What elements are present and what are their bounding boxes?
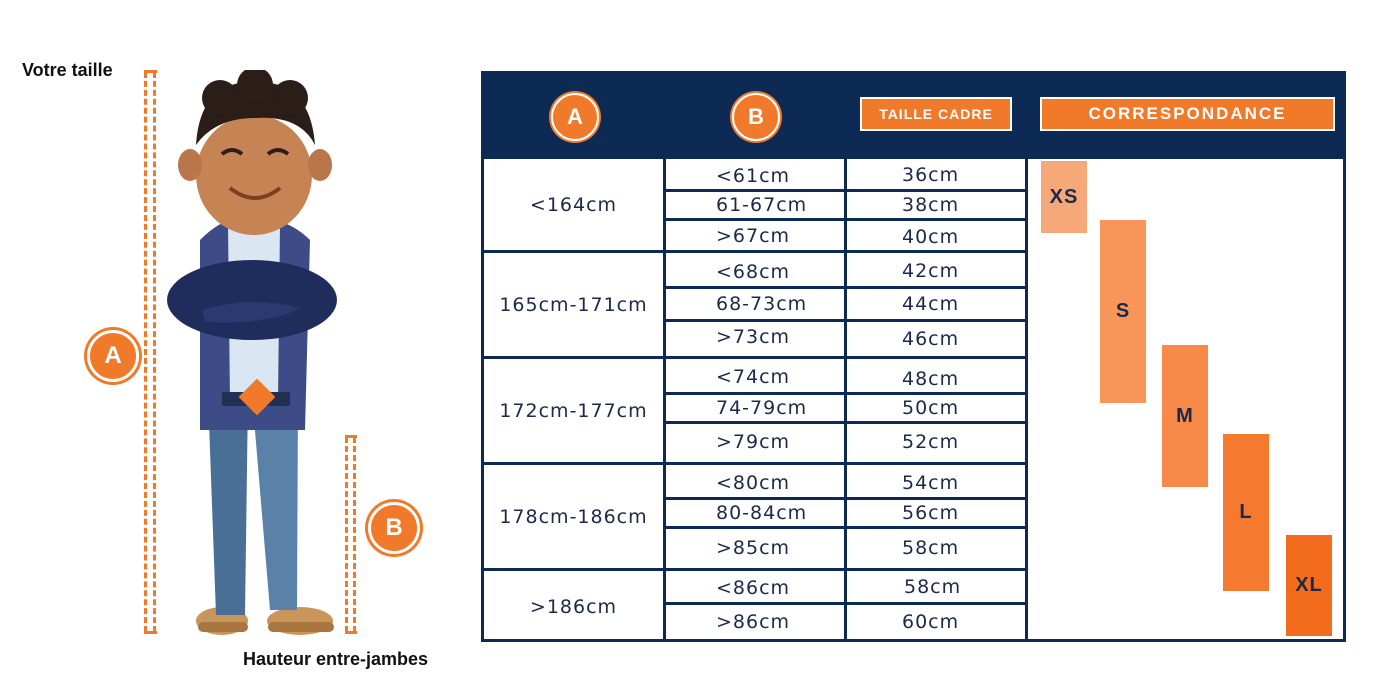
frame-cell: 54cm [902,471,960,494]
frame-cell: 42cm [902,259,960,282]
inseam-cell: 80-84cm [716,502,808,524]
frame-cell: 36cm [902,163,960,186]
inseam-cell: >67cm [716,224,791,247]
frame-cell: 46cm [902,328,960,350]
row-divider [663,602,1028,605]
size-table: A B TAILLE CADRE CORRESPONDANCE <164cm <… [481,71,1346,642]
group-divider [484,462,1028,465]
row-divider [663,189,1028,192]
frame-cell: 50cm [902,397,960,419]
size-l-bar: L [1223,434,1269,591]
badge-a: A [87,330,139,382]
height-range-cell: 178cm-186cm [499,505,648,528]
inseam-cell: 68-73cm [716,293,808,315]
inseam-cell: <68cm [716,260,791,283]
row-divider [663,421,1028,424]
group-divider [484,356,1028,359]
frame-cell: 60cm [902,611,960,633]
row-divider [663,319,1028,322]
frame-cell: 58cm [902,537,960,559]
height-label: Votre taille [22,60,113,80]
height-range-cell: 172cm-177cm [499,399,648,422]
inseam-cell: 61-67cm [716,194,808,216]
frame-cell: 52cm [902,431,960,453]
height-range-cell: 165cm-171cm [499,293,648,316]
header-col-a: A [551,93,599,141]
inseam-cell: <74cm [716,366,791,388]
inseam-cell: >73cm [716,326,791,348]
inseam-cell: >79cm [716,431,791,453]
header-col-b: B [732,93,780,141]
badge-b: B [368,502,420,554]
table-header: A B TAILLE CADRE CORRESPONDANCE [484,74,1343,159]
frame-cell: 38cm [902,194,960,216]
inseam-cell: <80cm [716,471,791,494]
column-divider [844,159,847,642]
row-divider [663,218,1028,221]
inseam-cell: >86cm [716,611,791,633]
height-range-cell: <164cm [529,193,618,216]
size-s-bar: S [1100,220,1146,403]
group-divider [484,250,1028,253]
inseam-cell: <86cm [716,576,791,599]
frame-cell: 48cm [902,368,960,390]
frame-cell: 40cm [902,225,960,248]
inseam-cell: <61cm [716,164,791,187]
group-divider [484,568,1028,571]
size-xs-bar: XS [1041,161,1087,233]
column-divider [663,159,666,642]
column-divider [1025,159,1028,642]
frame-cell: 58cm [904,575,962,598]
person-illustration [167,70,337,635]
inseam-cell: >85cm [716,537,791,559]
size-xl-bar: XL [1286,535,1332,636]
frame-cell: 56cm [902,502,960,524]
header-correspondence: CORRESPONDANCE [1040,97,1335,131]
row-divider [663,392,1028,395]
height-range-cell: >186cm [529,595,618,618]
row-divider [663,497,1028,500]
size-m-bar: M [1162,345,1208,487]
frame-cell: 44cm [902,293,960,315]
header-frame-size: TAILLE CADRE [860,97,1012,131]
row-divider [663,286,1028,289]
inseam-label: Hauteur entre-jambes [243,649,429,669]
inseam-cell: 74-79cm [716,397,808,419]
row-divider [663,526,1028,529]
